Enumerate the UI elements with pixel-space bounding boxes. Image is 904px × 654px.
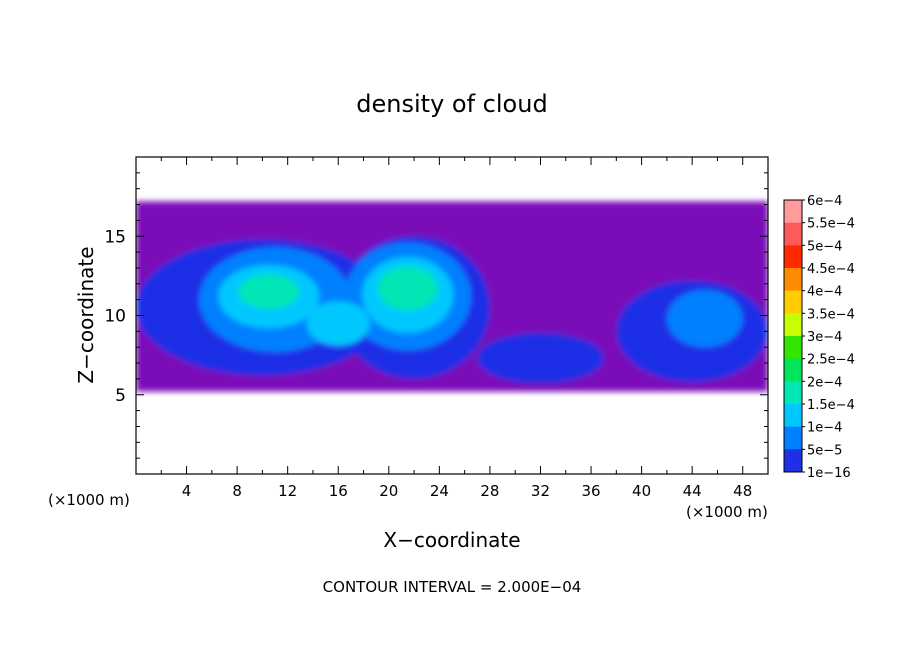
density-region [306, 301, 370, 346]
color-legend: 6e−4 5.5e−4 5e−4 4.5e−4 4e−4 3.5e−4 3e−4 2.5e−4… [783, 194, 855, 481]
legend-swatch [784, 200, 802, 224]
legend-swatch [784, 358, 802, 382]
legend-swatch [784, 426, 802, 450]
legend-swatch [784, 404, 802, 428]
density-field [136, 201, 768, 392]
x-tick-label: 12 [278, 482, 297, 500]
x-tick-label: 16 [329, 482, 348, 500]
x-tick-label: 24 [430, 482, 449, 500]
legend-swatch [784, 290, 802, 314]
x-tick-label: 4 [182, 482, 192, 500]
y-axis-label: Z−coordinate [74, 246, 98, 383]
x-tick-label: 20 [379, 482, 398, 500]
legend-label: 2.5e−4 [807, 353, 855, 368]
y-axis: 5 10 15 [104, 172, 768, 459]
density-region [377, 266, 439, 311]
legend-frame [783, 199, 803, 473]
legend-swatch [784, 336, 802, 360]
legend-label: 1e−16 [807, 466, 851, 481]
x-tick-label: 40 [632, 482, 651, 500]
x-tick-label: 32 [531, 482, 550, 500]
y-tick-label: 5 [115, 386, 126, 406]
x-axis: 4 8 12 16 20 24 28 32 36 40 44 48 [160, 157, 752, 500]
legend-swatch [784, 381, 802, 405]
x-tick-label: 48 [733, 482, 752, 500]
legend-label: 1.5e−4 [807, 398, 855, 413]
x-tick-label: 36 [581, 482, 600, 500]
x-tick-label: 8 [232, 482, 242, 500]
x-tick-label: 44 [683, 482, 702, 500]
x-unit-label-right: (×1000 m) [686, 503, 768, 521]
chart-title: density of cloud [356, 90, 547, 118]
legend-swatch [784, 222, 802, 246]
x-unit-label-left: (×1000 m) [48, 491, 130, 509]
legend-label: 5e−5 [807, 443, 842, 458]
legend-label: 1e−4 [807, 421, 842, 436]
y-tick-label: 10 [104, 307, 126, 327]
legend-label: 5.5e−4 [807, 217, 855, 232]
legend-swatch [784, 313, 802, 337]
x-axis-label: X−coordinate [383, 528, 520, 552]
density-region [477, 332, 604, 384]
density-region [666, 290, 743, 348]
legend-label: 3e−4 [807, 330, 842, 345]
x-tick-label: 28 [480, 482, 499, 500]
density-region [238, 274, 300, 310]
legend-label: 5e−4 [807, 239, 842, 254]
legend-label: 4e−4 [807, 285, 842, 300]
legend-label: 6e−4 [807, 194, 842, 209]
legend-swatch [784, 268, 802, 292]
y-tick-label: 15 [104, 227, 126, 247]
legend-swatch [784, 245, 802, 269]
legend-label: 4.5e−4 [807, 262, 855, 277]
density-contours [136, 201, 768, 392]
legend-swatch [784, 449, 802, 473]
contour-interval-label: CONTOUR INTERVAL = 2.000E−04 [323, 578, 582, 596]
legend-label: 3.5e−4 [807, 307, 855, 322]
legend-label: 2e−4 [807, 375, 842, 390]
